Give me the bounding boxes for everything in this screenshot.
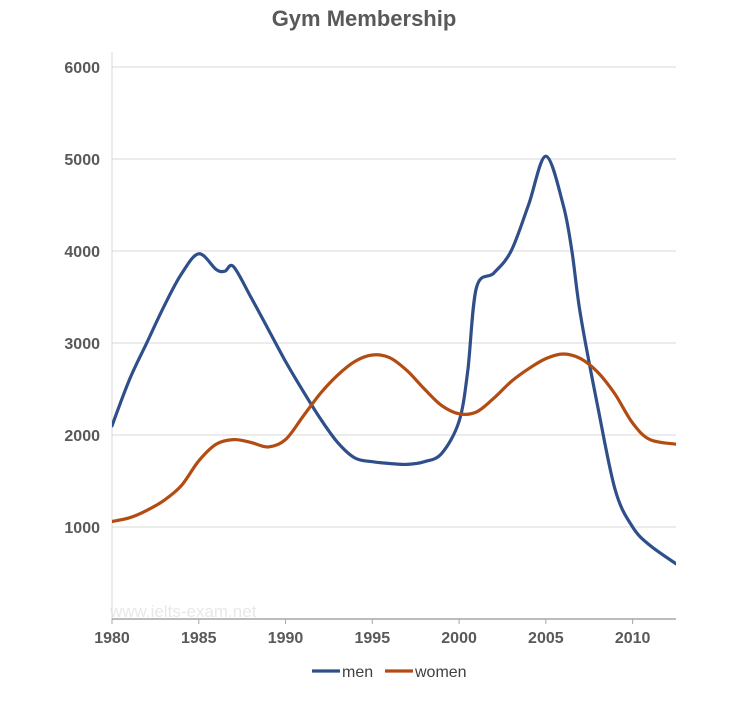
- y-tick-label: 1000: [64, 520, 100, 537]
- legend-label-men: men: [342, 664, 373, 681]
- x-tick-label: 2010: [615, 630, 651, 647]
- series-line-women: [112, 352, 676, 524]
- series-lines: [112, 154, 676, 566]
- x-tick-label: 1980: [94, 630, 130, 647]
- y-tick-label: 3000: [64, 336, 100, 353]
- legend: men women: [312, 664, 467, 681]
- x-tick-label: 1985: [181, 630, 217, 647]
- x-tick-label: 1990: [268, 630, 304, 647]
- legend-label-women: women: [414, 664, 467, 681]
- y-tick-label: 6000: [64, 60, 100, 77]
- y-tick-label: 2000: [64, 428, 100, 445]
- axes: 1000 2000 3000 4000 5000 6000 1980 1985 1990 1995…: [64, 52, 676, 647]
- chart-title: Gym Membership: [272, 6, 457, 31]
- x-tick-label: 2005: [528, 630, 564, 647]
- x-tick-label: 2000: [441, 630, 477, 647]
- y-tick-label: 5000: [64, 152, 100, 169]
- series-line-men: [112, 154, 676, 566]
- watermark-text: www.ielts-exam.net: [109, 602, 257, 621]
- gridlines: [112, 66, 676, 528]
- y-tick-label: 4000: [64, 244, 100, 261]
- x-tick-label: 1995: [355, 630, 391, 647]
